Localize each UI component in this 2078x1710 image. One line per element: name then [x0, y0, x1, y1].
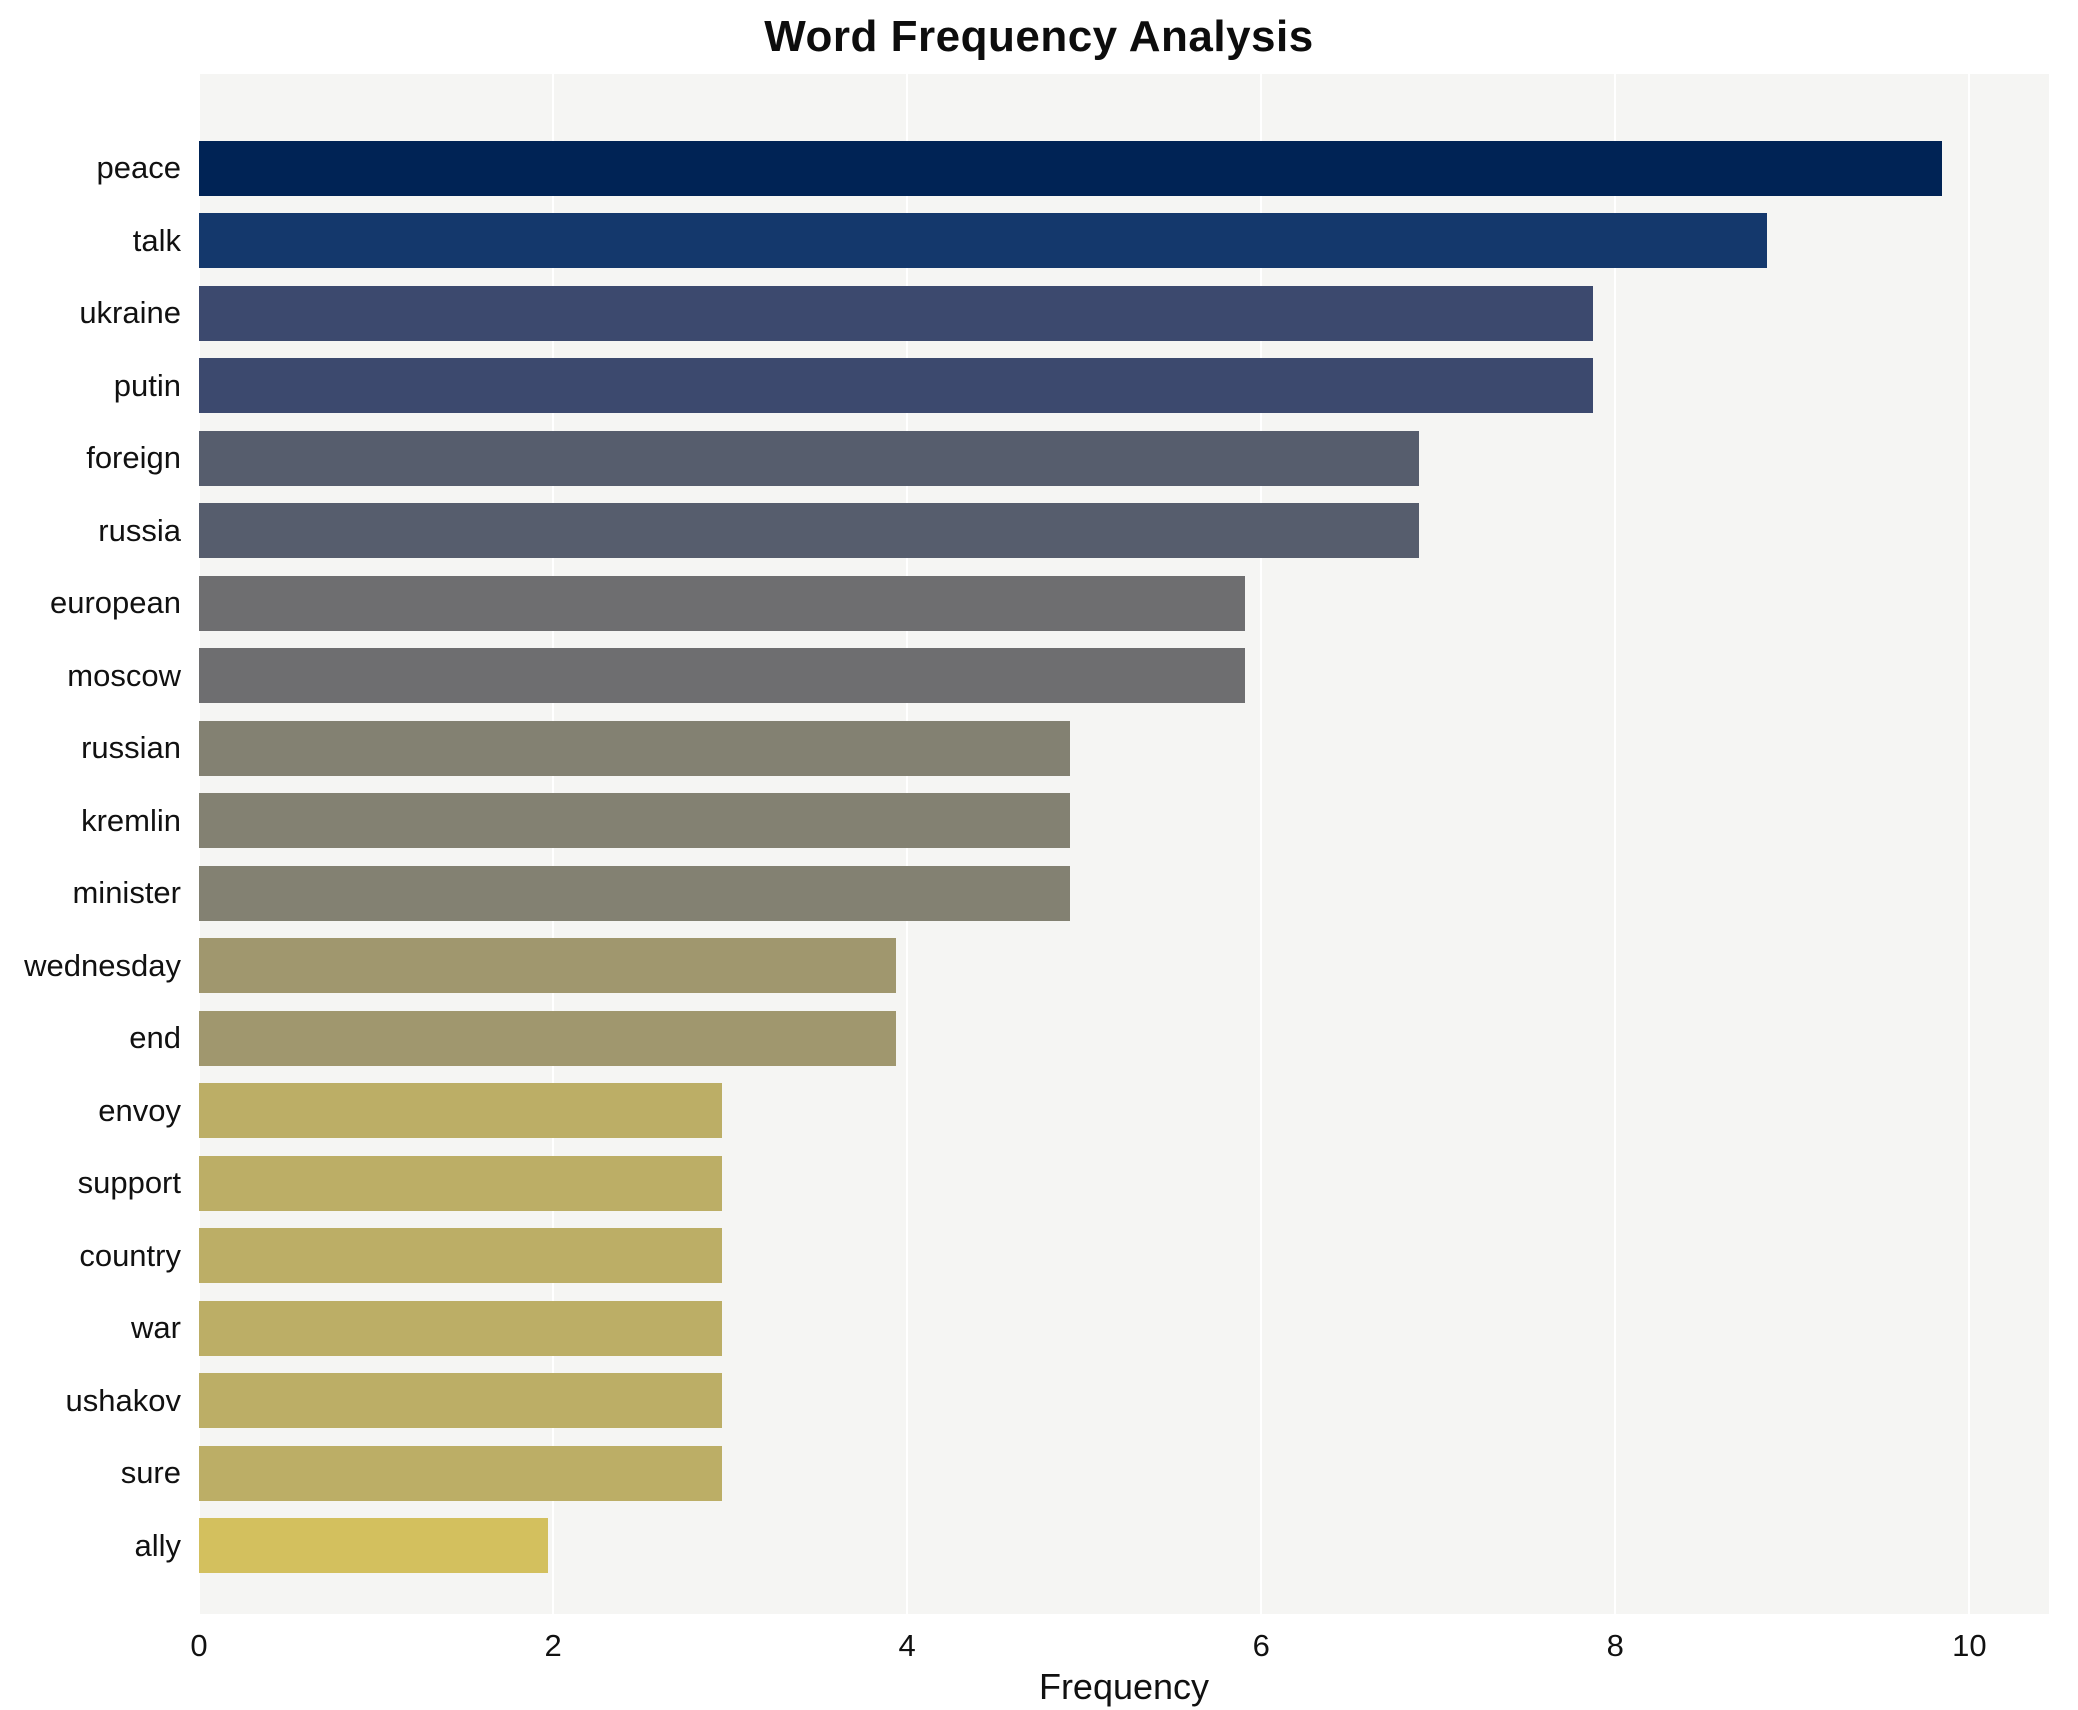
bar	[199, 865, 1071, 921]
x-tick-label: 0	[190, 1628, 208, 1663]
bar-track	[199, 132, 2020, 205]
category-label: war	[131, 1310, 181, 1346]
bar-track	[199, 422, 2020, 495]
bar-row: ushakov	[0, 1365, 2020, 1438]
bar	[199, 793, 1071, 849]
bar-row: end	[0, 1002, 2020, 1075]
bar	[199, 648, 1245, 704]
bar	[199, 575, 1245, 631]
bar-row: sure	[0, 1437, 2020, 1510]
bar-row: war	[0, 1292, 2020, 1365]
bar-track	[199, 205, 2020, 278]
category-label: european	[49, 585, 181, 621]
bar-track	[199, 640, 2020, 713]
bar-track	[199, 930, 2020, 1003]
bar	[199, 213, 1768, 269]
bar-row: peace	[0, 132, 2020, 205]
bar	[199, 1083, 722, 1139]
bar	[199, 358, 1594, 414]
bar	[199, 503, 1419, 559]
category-label: talk	[132, 222, 181, 258]
bar-track	[199, 1002, 2020, 1075]
bar-track	[199, 277, 2020, 350]
bars-container: peace talk ukraine putin foreign russia europe…	[0, 74, 2020, 1614]
category-label: peace	[96, 150, 181, 186]
bar	[199, 285, 1594, 341]
bar-row: european	[0, 567, 2020, 640]
category-label: envoy	[98, 1092, 181, 1128]
bar	[199, 720, 1071, 776]
category-label: minister	[72, 875, 181, 911]
bar	[199, 140, 1942, 196]
bar-track	[199, 1292, 2020, 1365]
bar	[199, 430, 1419, 486]
bar-row: russian	[0, 712, 2020, 785]
bar-track	[199, 350, 2020, 423]
bar-track	[199, 1437, 2020, 1510]
category-label: country	[79, 1237, 181, 1273]
bar-row: wednesday	[0, 930, 2020, 1003]
bar-track	[199, 712, 2020, 785]
bar-row: ally	[0, 1510, 2020, 1583]
x-tick-label: 6	[1252, 1628, 1270, 1663]
bar-row: moscow	[0, 640, 2020, 713]
x-tick-label: 2	[544, 1628, 562, 1663]
gridline	[1968, 74, 1971, 1614]
bar-row: envoy	[0, 1075, 2020, 1148]
category-label: putin	[113, 367, 181, 403]
bar-row: country	[0, 1220, 2020, 1293]
category-label: ukraine	[79, 295, 181, 331]
bar	[199, 938, 897, 994]
bar-track	[199, 1147, 2020, 1220]
category-label: kremlin	[81, 802, 181, 838]
bar-track	[199, 495, 2020, 568]
bar-row: minister	[0, 857, 2020, 930]
bar-row: talk	[0, 205, 2020, 278]
bar-row: support	[0, 1147, 2020, 1220]
category-label: wednesday	[24, 947, 181, 983]
x-axis: 0 2 4 6 8 10	[190, 1622, 2049, 1668]
bar-row: russia	[0, 495, 2020, 568]
category-label: foreign	[86, 440, 181, 476]
category-label: russian	[81, 730, 181, 766]
category-label: russia	[98, 512, 181, 548]
bar-row: kremlin	[0, 785, 2020, 858]
category-label: end	[129, 1020, 181, 1056]
gridline	[1260, 74, 1263, 1614]
x-tick-label: 10	[1952, 1628, 1987, 1663]
category-label: ally	[134, 1527, 181, 1563]
category-label: ushakov	[65, 1382, 181, 1418]
bar-track	[199, 1220, 2020, 1293]
category-label: support	[77, 1165, 181, 1201]
bar	[199, 1228, 722, 1284]
bar-track	[199, 1075, 2020, 1148]
bar-row: putin	[0, 350, 2020, 423]
bar-track	[199, 857, 2020, 930]
x-tick-label: 8	[1606, 1628, 1624, 1663]
bar-track	[199, 567, 2020, 640]
bar	[199, 1155, 722, 1211]
x-axis-label: Frequency	[1038, 1666, 1210, 1707]
bar	[199, 1373, 722, 1429]
x-tick-label: 4	[898, 1628, 916, 1663]
bar-row: ukraine	[0, 277, 2020, 350]
bar	[199, 1010, 897, 1066]
bar-track	[199, 1365, 2020, 1438]
bar	[199, 1445, 722, 1501]
bar	[199, 1518, 548, 1574]
chart-title: Word Frequency Analysis	[764, 12, 1314, 61]
bar-row: foreign	[0, 422, 2020, 495]
bar-track	[199, 1510, 2020, 1583]
bar-track	[199, 785, 2020, 858]
gridline	[1614, 74, 1617, 1614]
category-label: sure	[120, 1455, 181, 1491]
bar	[199, 1300, 722, 1356]
chart-body: peace talk ukraine putin foreign russia europe…	[0, 74, 2049, 1614]
category-label: moscow	[67, 657, 181, 693]
